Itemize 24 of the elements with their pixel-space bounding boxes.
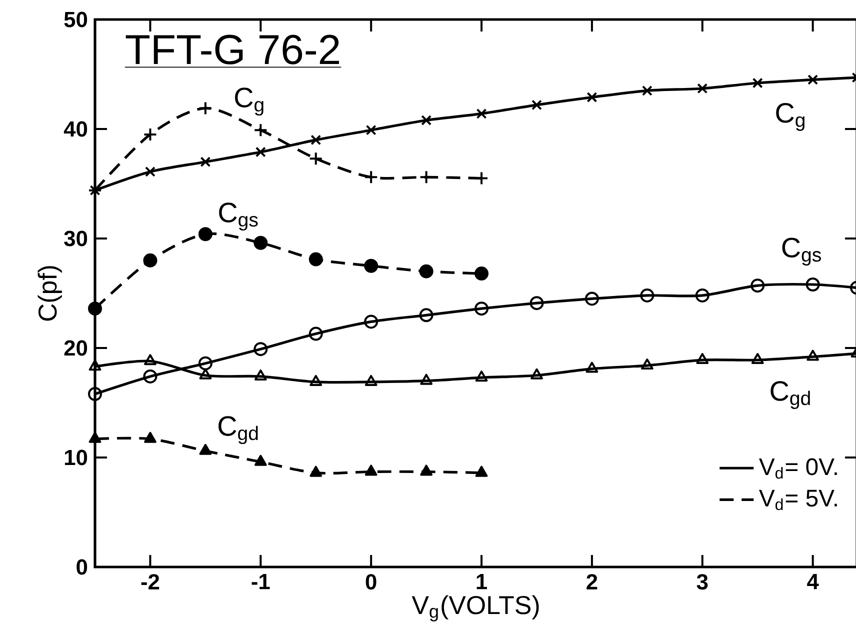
chart-title: TFT-G 76-2	[126, 34, 339, 64]
x-tick-label: 0	[366, 574, 376, 590]
annotation: C$_{g}$	[776, 103, 804, 131]
legend-label: V$_{d}$= 5V.	[758, 490, 837, 510]
y-tick-label: 20	[64, 340, 88, 356]
x-tick-label: 4	[807, 574, 819, 590]
x-tick-label: 3	[696, 574, 708, 590]
y-axis-title: C(pf)	[38, 266, 62, 321]
x-axis-title: V$_{g}$(VOLTS)	[412, 595, 539, 622]
y-tick-label: 30	[64, 230, 88, 246]
y-tick-label: 10	[64, 450, 88, 466]
legend-label: V$_{d}$= 0V.	[758, 458, 837, 479]
annotation: C$_{gs}$	[219, 202, 258, 231]
annotation: C$_{gd}$	[218, 416, 258, 444]
y-tick-label: 0	[76, 559, 88, 575]
x-tick-label: -1	[252, 574, 270, 590]
annotation: C$_{gd}$	[770, 381, 810, 410]
annotation: C$_{gs}$	[782, 238, 821, 266]
y-tick-label: 50	[64, 12, 88, 28]
annotation: C$_{g}$	[235, 88, 264, 116]
x-tick-label: -2	[141, 574, 160, 590]
x-tick-label: 1	[476, 574, 487, 590]
x-tick-label: 2	[586, 574, 598, 590]
y-tick-label: 40	[64, 121, 88, 137]
